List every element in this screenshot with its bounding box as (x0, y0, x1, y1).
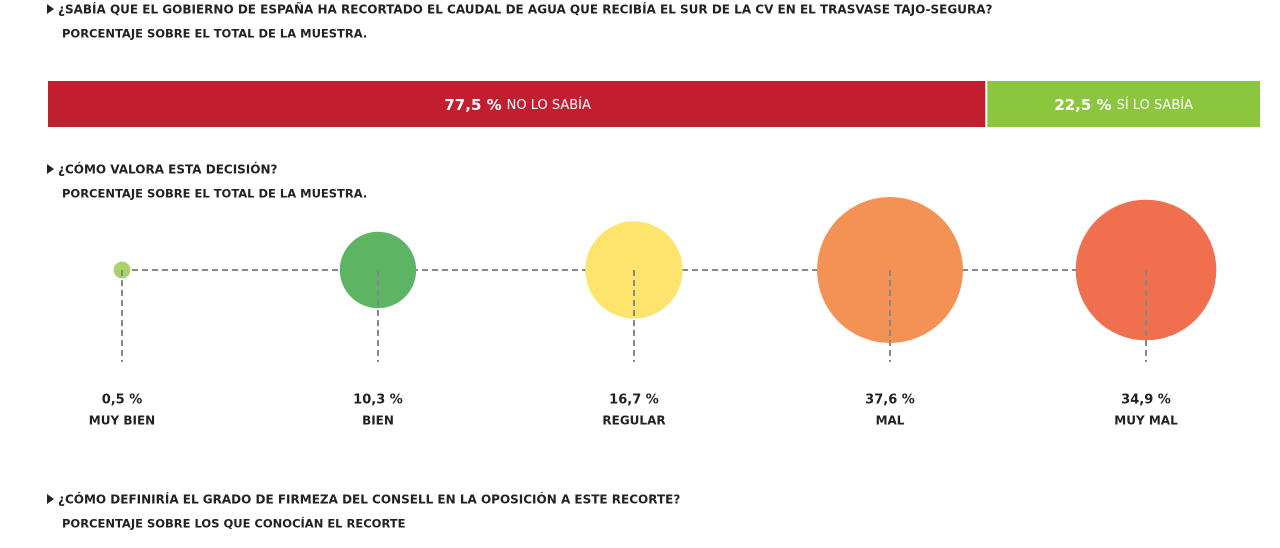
category-label: BIEN (362, 414, 394, 428)
value-label: 16,7 % (609, 393, 659, 408)
bar-segment (48, 81, 986, 127)
bullet (47, 494, 54, 504)
category-label: MUY BIEN (89, 414, 155, 428)
category-label: REGULAR (602, 414, 665, 428)
bullet (47, 164, 54, 174)
section-subtitle: PORCENTAJE SOBRE EL TOTAL DE LA MUESTRA. (62, 27, 367, 41)
value-label: 0,5 % (102, 393, 143, 408)
legend-label: NO LO SABÍA (507, 97, 591, 113)
value-label: 37,6 % (865, 393, 915, 408)
value-label: 77,5 % (444, 96, 501, 114)
segment-label: 77,5 % NO LO SABÍA (444, 96, 591, 114)
bar-segment (987, 81, 1260, 127)
legend-label: SÍ LO SABÍA (1117, 97, 1194, 113)
category-label: MUY MAL (1114, 414, 1178, 428)
bullet (47, 4, 54, 14)
segment-label: 22,5 % SÍ LO SABÍA (1054, 96, 1193, 114)
section-title: ¿CÓMO DEFINIRÍA EL GRADO DE FIRMEZA DEL … (58, 492, 680, 507)
value-label: 10,3 % (353, 393, 403, 408)
section-title: ¿CÓMO VALORA ESTA DECISIÓN? (58, 162, 278, 177)
section-subtitle: PORCENTAJE SOBRE LOS QUE CONOCÍAN EL REC… (62, 516, 406, 531)
section-subtitle: PORCENTAJE SOBRE EL TOTAL DE LA MUESTRA. (62, 187, 367, 201)
section-title: ¿SABÍA QUE EL GOBIERNO DE ESPAÑA HA RECO… (58, 2, 992, 17)
value-label: 22,5 % (1054, 96, 1111, 114)
category-label: MAL (876, 414, 905, 428)
value-label: 34,9 % (1121, 393, 1171, 408)
